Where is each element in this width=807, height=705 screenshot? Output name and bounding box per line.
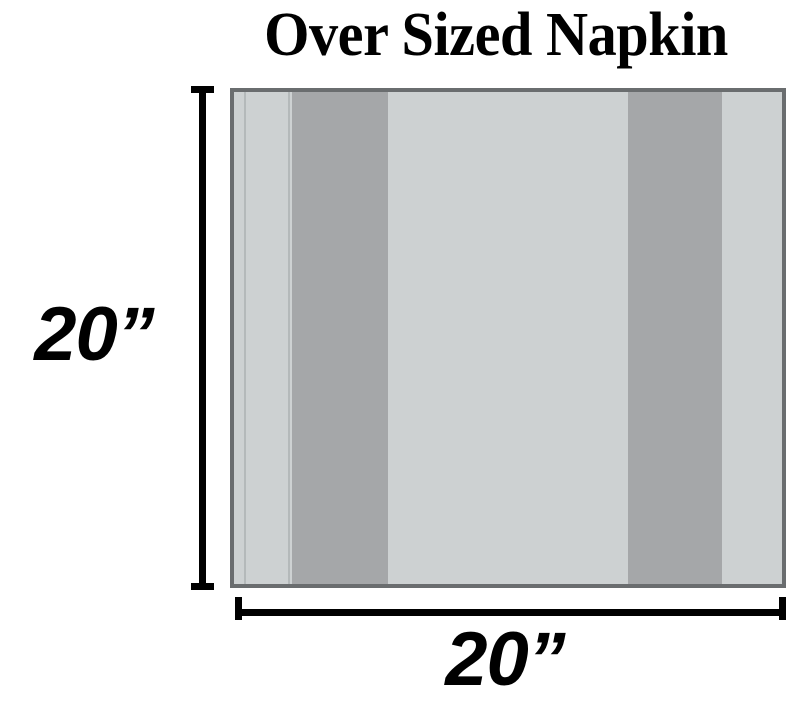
stripe-center-light	[388, 92, 628, 584]
page-title: Over Sized Napkin	[264, 1, 728, 69]
height-dimension-line	[199, 86, 206, 590]
stripe-left-light	[234, 92, 292, 584]
height-dimension-cap-bottom	[191, 583, 214, 590]
width-dimension-cap-left	[235, 597, 242, 620]
stripe-right-dark	[628, 92, 722, 584]
fold-left	[244, 92, 246, 584]
napkin-swatch	[230, 88, 786, 588]
width-dimension-line	[235, 609, 786, 616]
height-label: 20”	[34, 292, 155, 377]
fold-inner-left	[288, 92, 290, 584]
width-dimension-cap-right	[779, 597, 786, 620]
width-label: 20”	[445, 617, 566, 702]
stripe-left-dark	[292, 92, 388, 584]
stripe-right-light	[722, 92, 782, 584]
height-dimension-cap-top	[191, 86, 214, 93]
